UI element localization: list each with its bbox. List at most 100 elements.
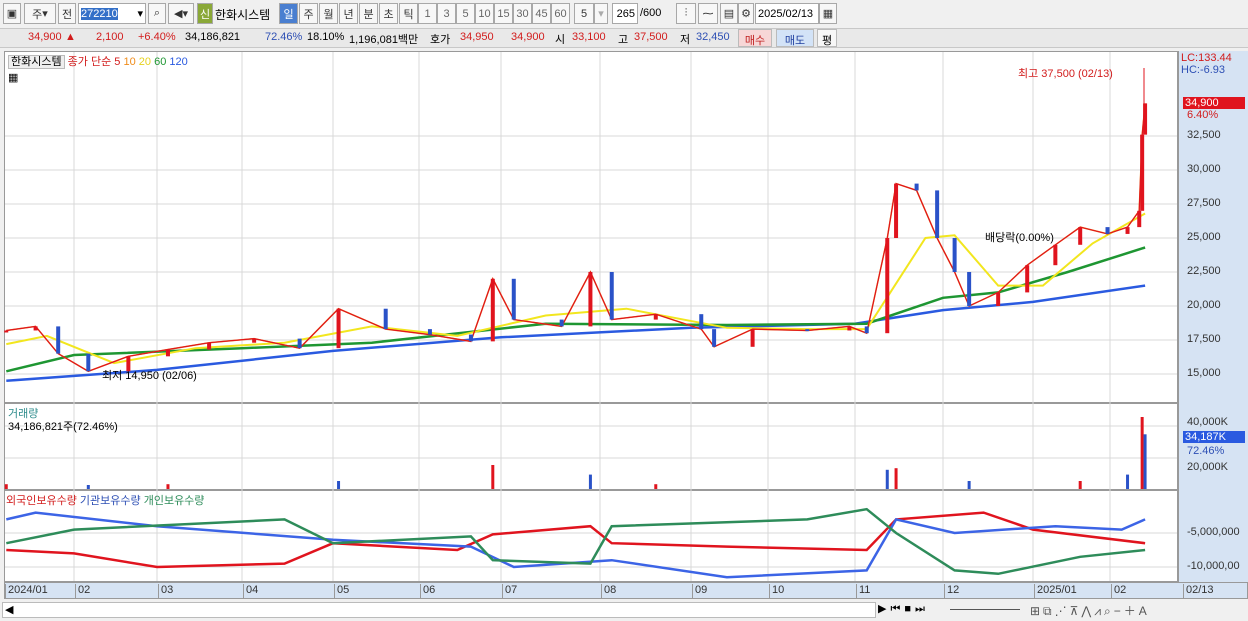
institution-holdings-line — [6, 511, 1146, 579]
interval-dropdown[interactable]: ▾ — [594, 3, 608, 24]
volume-bar — [166, 484, 170, 489]
candle — [86, 353, 91, 372]
minute-15[interactable]: 15 — [494, 3, 513, 24]
x-label: 02 — [75, 584, 90, 599]
candle — [967, 272, 972, 306]
ask-price: 34,950 — [460, 31, 494, 43]
holdings-axis: -5,000,000 -10,000,00 — [1178, 490, 1248, 582]
candle — [559, 319, 564, 327]
current-price-tag: 34,900 — [1183, 97, 1245, 109]
minute-3[interactable]: 3 — [437, 3, 456, 24]
volume-bar — [967, 481, 971, 489]
minute-1[interactable]: 1 — [418, 3, 437, 24]
volume-bar — [588, 474, 592, 489]
period-6[interactable]: 틱 — [399, 3, 418, 24]
candle — [427, 329, 432, 335]
change-pct: +6.40% — [138, 31, 176, 43]
ask-label: 호가 — [430, 34, 451, 46]
minute-5[interactable]: 5 — [456, 3, 475, 24]
chart-tools[interactable]: ⊞⧉⋰⊼⋀⩘⌕−＋A — [1030, 604, 1150, 618]
candle — [653, 314, 658, 320]
calendar-icon[interactable]: ▦ — [819, 3, 837, 24]
count-input[interactable]: 265 — [612, 3, 638, 24]
candle — [1105, 227, 1110, 234]
chart-canvas[interactable] — [0, 0, 1178, 582]
average-button[interactable]: 평 — [817, 29, 837, 47]
amount: 1,196,081백만 — [349, 34, 419, 46]
candle — [750, 329, 755, 347]
search-icon[interactable]: ⌕ — [148, 3, 166, 24]
bid-price: 34,900 — [511, 31, 545, 43]
legend-institution: 기관보유수량 — [79, 495, 141, 507]
price-tick: 25,000 — [1187, 231, 1221, 243]
settings-icon[interactable]: ⚙ — [738, 3, 754, 24]
horizontal-scrollbar[interactable]: ◀ — [2, 602, 876, 618]
candle — [952, 238, 957, 272]
code-input[interactable]: 272210 ▾ — [78, 3, 146, 24]
current-pct-tag: 6.40% — [1187, 109, 1219, 121]
layout-icon[interactable]: ▣ — [3, 3, 21, 24]
period-5[interactable]: 초 — [379, 3, 398, 24]
credit-badge: 신 — [197, 3, 213, 24]
count-total: /600 — [640, 7, 662, 19]
date-input[interactable]: 2025/02/13 — [755, 3, 819, 24]
minute-30[interactable]: 30 — [513, 3, 532, 24]
buy-button[interactable]: 매수 — [738, 29, 772, 47]
minute-60[interactable]: 60 — [551, 3, 570, 24]
scroll-left-icon[interactable]: ◀ — [5, 604, 14, 616]
period-0[interactable]: 일 — [279, 3, 298, 24]
candle — [56, 326, 61, 354]
minute-45[interactable]: 45 — [532, 3, 551, 24]
interval-value[interactable]: 5 — [574, 3, 594, 24]
period-3[interactable]: 년 — [339, 3, 358, 24]
open-label: 시 — [555, 34, 566, 46]
x-label: 10 — [769, 584, 784, 599]
playback-controls[interactable]: ▶⏮■⏭ — [878, 603, 929, 615]
prev-button[interactable]: 전 — [58, 3, 76, 24]
volume-bar — [894, 468, 898, 489]
low-annotation: 최저 14,950 (02/06) — [102, 370, 197, 382]
price-tick: 22,500 — [1187, 265, 1221, 277]
add-line-icon[interactable]: ⁓ — [698, 3, 718, 24]
grid-icon[interactable]: ▦ — [8, 72, 19, 84]
code-value: 272210 — [81, 7, 118, 20]
high-annotation: 최고 37,500 (02/13) — [1018, 68, 1113, 80]
legend-stock: 한화시스템 — [8, 55, 65, 69]
price-tick: 27,500 — [1187, 197, 1221, 209]
ma10-line — [6, 103, 1146, 373]
price-axis: LC:133.44 HC:-6.93 34,900 6.40% 32,500 30… — [1178, 51, 1248, 403]
add-indicator-icon[interactable]: ⫶ — [676, 3, 696, 24]
up-arrow-icon: ▲ — [65, 31, 76, 43]
quote-bar: 34,900 ▲ 2,100 +6.40% 34,186,821 72.46% … — [0, 28, 1248, 48]
individual-holdings-line — [6, 507, 1146, 576]
legend-ma20: 20 — [138, 56, 152, 68]
volume-tag: 34,187K — [1183, 431, 1245, 443]
zoom-slider[interactable] — [950, 609, 1020, 610]
candle — [33, 326, 38, 331]
candle — [1125, 227, 1130, 234]
price-tick: 17,500 — [1187, 333, 1221, 345]
period-2[interactable]: 월 — [319, 3, 338, 24]
period-1[interactable]: 주 — [299, 3, 318, 24]
minute-10[interactable]: 10 — [475, 3, 494, 24]
candle — [1078, 227, 1083, 245]
save-icon[interactable]: ▤ — [720, 3, 738, 24]
x-label: 03 — [158, 584, 173, 599]
candle — [336, 308, 341, 349]
market-select[interactable]: 주 ▾ — [24, 3, 56, 24]
x-label: 07 — [502, 584, 517, 599]
price-tick: 32,500 — [1187, 129, 1221, 141]
volume-legend: 거래량 — [8, 408, 39, 420]
period-4[interactable]: 분 — [359, 3, 378, 24]
holdings-tick: -10,000,00 — [1187, 560, 1240, 572]
volume-bar — [654, 484, 658, 489]
volume-pct-tag: 72.46% — [1187, 445, 1225, 457]
sell-button[interactable]: 매도 — [776, 29, 814, 47]
market-label: 주 — [32, 8, 43, 21]
hc-value: HC:-6.93 — [1181, 64, 1226, 76]
open-price: 33,100 — [572, 31, 606, 43]
candle — [207, 342, 212, 350]
holdings-legend: 외국인보유수량 기관보유수량 개인보유수량 — [6, 492, 204, 508]
sound-icon[interactable]: ◀▾ — [168, 3, 194, 24]
